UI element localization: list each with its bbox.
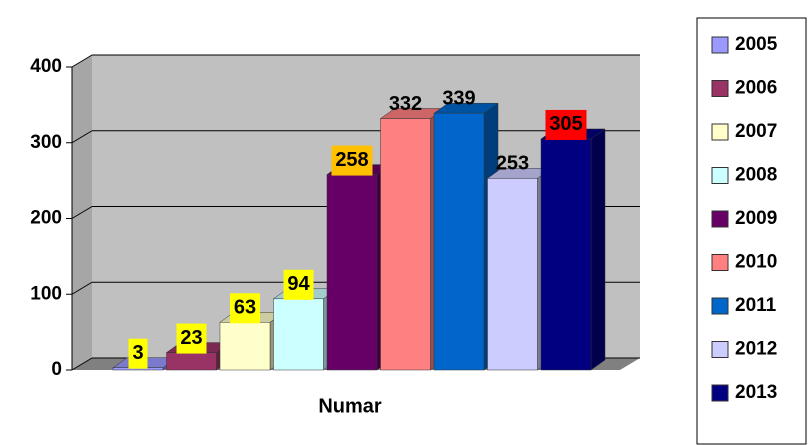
data-label: 305 [549, 113, 582, 135]
y-tick-label: 400 [30, 56, 62, 77]
grid-line [71, 130, 93, 144]
grid-line [71, 281, 93, 295]
data-label-bg [230, 293, 260, 324]
bar [487, 178, 538, 371]
grid-line [71, 206, 93, 219]
data-label: 258 [335, 149, 368, 171]
grid-line [71, 357, 93, 371]
legend-swatch [711, 167, 729, 184]
legend-label: 2010 [735, 252, 777, 273]
legend-label: 2013 [735, 382, 777, 403]
legend-swatch [711, 297, 729, 315]
bar-side [590, 128, 606, 371]
legend-swatch [711, 80, 729, 97]
data-label: 332 [389, 93, 422, 115]
legend-swatch [711, 123, 729, 141]
bar [273, 298, 324, 371]
data-label-bg [331, 145, 373, 176]
legend-swatch [711, 384, 729, 402]
legend-swatch [711, 36, 729, 54]
bar [166, 352, 217, 371]
data-label-bg [283, 269, 314, 300]
bar [326, 174, 378, 371]
bar [433, 112, 485, 371]
bar [380, 118, 431, 371]
y-tick-label: 200 [30, 208, 62, 229]
data-label: 23 [180, 327, 202, 349]
legend-label: 2007 [735, 121, 777, 142]
legend-box [696, 17, 807, 445]
grid-line [71, 54, 93, 68]
bar [219, 322, 271, 371]
legend-swatch [711, 341, 729, 358]
data-label: 253 [496, 153, 529, 175]
legend-label: 2011 [735, 295, 777, 316]
legend-label: 2006 [735, 78, 777, 99]
y-tick-label: 100 [30, 283, 62, 304]
legend-swatch [711, 210, 729, 228]
data-label-bg [545, 109, 587, 140]
legend-label: 2009 [735, 208, 777, 229]
data-label-bg [128, 338, 148, 369]
x-axis-label: Numar [318, 395, 382, 417]
bar [540, 138, 592, 371]
legend-swatch [711, 254, 729, 271]
y-tick-label: 0 [51, 359, 62, 380]
data-label: 339 [442, 87, 475, 109]
data-label-bg [176, 323, 207, 354]
legend-label: 2012 [735, 339, 777, 360]
legend-label: 2008 [735, 165, 777, 186]
data-label: 3 [132, 342, 143, 364]
data-label: 63 [234, 297, 256, 319]
y-tick-label: 300 [30, 132, 62, 153]
legend-label: 2005 [735, 34, 778, 55]
data-label: 94 [287, 273, 310, 295]
